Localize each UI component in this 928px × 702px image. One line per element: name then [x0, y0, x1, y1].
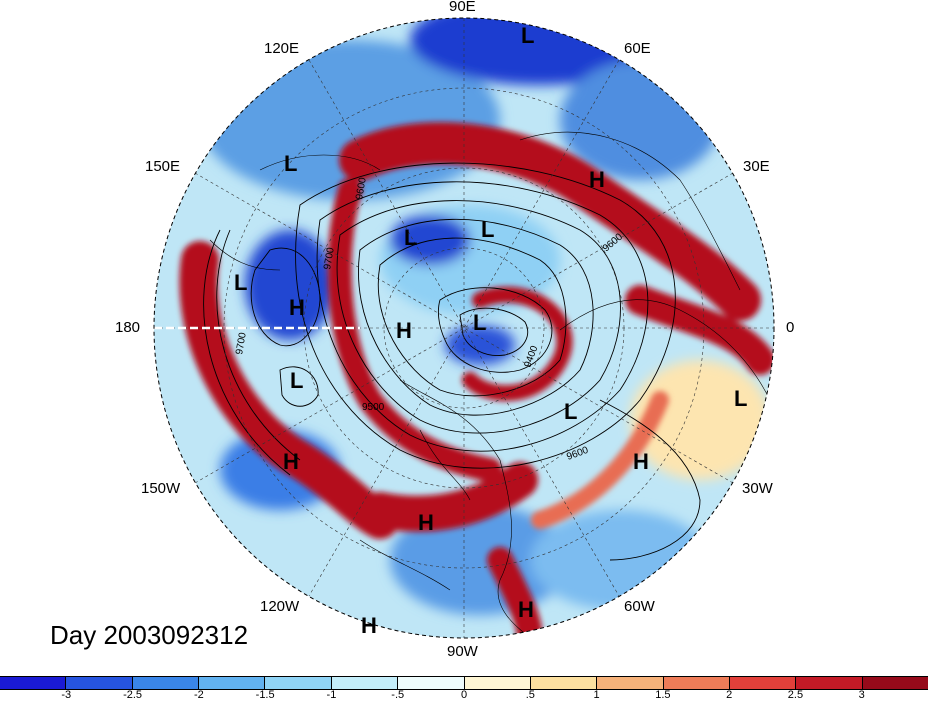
height-contours: [203, 162, 701, 561]
colorbar-tick-label: .5: [525, 689, 535, 701]
pressure-center-label: H: [518, 597, 534, 622]
colorbar-tick-label: -2: [193, 689, 204, 701]
colorbar-segment: [530, 677, 598, 689]
pressure-center-label: H: [361, 613, 377, 638]
contour-label: 9500: [362, 402, 385, 413]
lon-label-120e: 120E: [264, 40, 300, 57]
pressure-center-label: H: [418, 510, 434, 535]
colorbar-tick-label: -1: [326, 689, 337, 701]
colorbar-segment: [729, 677, 797, 689]
colorbar-segment: [199, 677, 266, 689]
anomaly-field: [154, 18, 774, 638]
pressure-center-label: L: [734, 386, 748, 411]
lon-label-150w: 150W: [141, 480, 181, 497]
pressure-center-label: L: [564, 399, 578, 424]
colorbar-tick-label: -2.5: [123, 689, 143, 701]
pressure-center-label: L: [481, 217, 495, 242]
colorbar-tick-label: 2.5: [787, 689, 804, 701]
colorbar-segment: [597, 677, 664, 689]
pressure-center-label: H: [396, 318, 412, 343]
date-title: Day 2003092312: [50, 620, 249, 650]
lon-label-60w: 60W: [624, 598, 655, 615]
pressure-center-label: L: [290, 368, 304, 393]
colorbar-segment: [132, 677, 200, 689]
colorbar-segment: [464, 677, 531, 689]
colorbar-segment: [331, 677, 399, 689]
pressure-center-label: H: [633, 449, 649, 474]
colorbar-segment: [265, 677, 332, 689]
colorbar-segment: [796, 677, 863, 689]
lon-label-150e: 150E: [145, 158, 181, 175]
colorbar-tick-label: 2: [726, 689, 733, 701]
lon-label-90e: 90E: [449, 0, 476, 15]
colorbar-tick-label: 3: [858, 689, 865, 701]
pressure-center-label: H: [289, 295, 305, 320]
contour-label: 9700: [234, 331, 249, 355]
colorbar-segment: [0, 677, 67, 689]
lon-label-60e: 60E: [624, 40, 651, 57]
lon-label-90w: 90W: [447, 643, 478, 660]
colorbar-tick-label: -1.5: [255, 689, 275, 701]
pressure-center-label: H: [283, 449, 299, 474]
lon-label-180: 180: [115, 319, 141, 336]
colorbar: [0, 676, 928, 690]
pressure-center-label: L: [521, 23, 535, 48]
colorbar-tick-label: 1: [593, 689, 600, 701]
pressure-center-label: H: [589, 167, 605, 192]
lon-label-120w: 120W: [260, 598, 300, 615]
colorbar-tick-label: 0: [460, 689, 468, 701]
pressure-center-label: L: [404, 225, 418, 250]
contour-label: 9600: [354, 176, 369, 200]
colorbar-segment: [663, 677, 730, 689]
pressure-center-label: L: [473, 310, 487, 335]
colorbar-segment: [398, 677, 465, 689]
colorbar-tick-label: -.5: [391, 689, 405, 701]
pressure-center-label: L: [284, 151, 298, 176]
pressure-center-label: L: [234, 270, 248, 295]
colorbar-segment: [66, 677, 133, 689]
lon-label-0: 0: [786, 319, 795, 336]
colorbar-tick-label: -3: [61, 689, 72, 701]
colorbar-tick-label: 1.5: [655, 689, 671, 701]
lon-label-30e: 30E: [743, 158, 770, 175]
colorbar-segment: [862, 677, 928, 689]
coastlines: [209, 131, 771, 638]
map-border: [153, 17, 775, 639]
lon-label-30w: 30W: [742, 480, 773, 497]
contour-label: 9700: [322, 246, 337, 270]
